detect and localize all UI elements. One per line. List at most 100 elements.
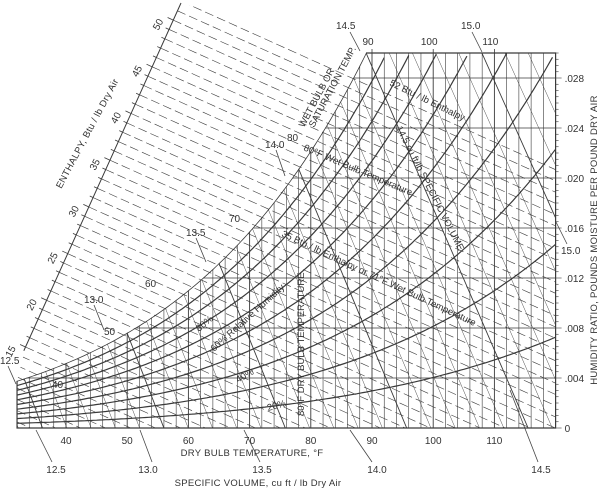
volume-14.0-curve-label: 14.0 [265, 140, 285, 151]
volume-bottom-14.0-leader [349, 429, 373, 463]
enthalpy-line [160, 47, 556, 227]
rh-curve-10 [17, 336, 556, 424]
wet-bulb-80-label: 80°F Wet Bulb Temperature [302, 143, 414, 199]
volume-14.5-top-leader [349, 31, 361, 52]
enthalpy-line [118, 141, 556, 339]
enthalpy-tick [152, 55, 157, 58]
enthalpy-tick [157, 46, 161, 49]
enthalpy-line [134, 103, 556, 294]
enthalpy-tick [72, 233, 77, 236]
enthalpy-line [54, 281, 381, 428]
specific-volume-line [504, 53, 556, 166]
enthalpy-line [147, 75, 556, 260]
enthalpy-line [71, 243, 481, 428]
enthalpy-line [63, 262, 431, 428]
y-tick-label: 0 [565, 424, 571, 435]
sat-temp-40-label: 40 [52, 380, 64, 391]
x-tick-label: 100 [425, 436, 442, 447]
specific-volume-line [388, 53, 553, 428]
enthalpy-tick [144, 74, 148, 77]
rh-curve-90 [17, 57, 385, 387]
sat-temp-50-label: 50 [104, 327, 116, 338]
volume-axis-title: SPECIFIC VOLUME, cu ft / lb Dry Air [175, 478, 342, 489]
enthalpy-line [105, 169, 556, 373]
enthalpy-line [67, 253, 456, 428]
enthalpy-tick [140, 83, 144, 86]
x-axis-title: DRY BULB TEMPERATURE, °F [181, 448, 324, 459]
dry-bulb-80-label: 80°F DRY BULB TEMPERATURE [296, 272, 307, 416]
enthalpy-tick-label: 15 [4, 344, 19, 359]
x-tick-label: 80 [305, 436, 317, 447]
enthalpy-tick [34, 317, 39, 320]
enthalpy-tick [146, 63, 153, 68]
volume-13.5-curve-leader [195, 237, 207, 263]
y-tick-label: .012 [565, 274, 585, 285]
specific-volume-line [481, 53, 556, 219]
volume-12.5-left-label: 12.5 [0, 356, 20, 367]
enthalpy-line [75, 234, 506, 428]
volume-15.0-right-label: 15.0 [561, 246, 581, 257]
enthalpy-tick [47, 289, 51, 292]
x-tick-label: 60 [183, 436, 195, 447]
enthalpy-tick [104, 157, 110, 161]
wet-bulb-scale-label-2: SATURATION TEMP. [307, 45, 359, 130]
enthalpy-tick [55, 270, 60, 273]
enthalpy-line [109, 159, 556, 362]
specific-volume-line [87, 53, 237, 428]
enthalpy-line [172, 19, 556, 193]
enthalpy-line [122, 131, 556, 328]
enthalpy-tick [76, 223, 81, 226]
enthalpy-tick [167, 17, 174, 21]
enthalpy-line [50, 290, 356, 428]
enthalpy-tick [110, 148, 115, 152]
volume-bottom-13.0-leader [139, 429, 153, 463]
enthalpy-tick [161, 36, 165, 40]
enthalpy-tick-label: 40 [109, 110, 124, 125]
enthalpy-line [17, 399, 81, 428]
enthalpy-tick [125, 110, 132, 114]
enthalpy-tick [119, 130, 123, 133]
specific-volume-line [365, 53, 529, 428]
volume-13.0-curve-label: 13.0 [84, 295, 104, 306]
volume-bottom-14.5-leader [509, 389, 539, 463]
enthalpy-tick [51, 279, 56, 282]
rh-curve-50 [17, 53, 508, 406]
enthalpy-tick [19, 344, 26, 348]
enthalpy-tick [81, 214, 85, 217]
enthalpy-tick-label: 35 [88, 157, 103, 172]
specific-volume-line [18, 53, 165, 428]
enthalpy-line [96, 187, 556, 395]
enthalpy-line [80, 225, 531, 428]
enthalpy-axis-title: ENTHALPY, Btu / lb Dry Air [54, 77, 121, 191]
volume-bottom-12.5-leader [35, 429, 53, 463]
volume-bottom-13.5: 13.5 [252, 465, 272, 476]
enthalpy-tick [68, 242, 73, 245]
volume-13.0-curve-leader [93, 304, 105, 331]
enthalpy-tick [39, 307, 43, 310]
enthalpy-tick-label: 30 [67, 204, 82, 219]
volume-13.5-curve-label: 13.5 [186, 228, 206, 239]
enthalpy-line [21, 356, 181, 428]
enthalpy-tick-label: 50 [151, 17, 166, 32]
volume-12.5-left-leader [7, 365, 17, 385]
rh-curves [17, 53, 556, 424]
specific-volume-line [319, 53, 480, 428]
y-tick-label: .016 [565, 224, 585, 235]
rh-curve-60 [17, 55, 468, 401]
volume-bottom-12.5: 12.5 [46, 465, 66, 476]
sat-temp-70-label: 70 [229, 214, 241, 225]
enthalpy-line [181, 3, 556, 170]
y-tick-label: .008 [565, 324, 585, 335]
enthalpy-line [25, 346, 206, 428]
enthalpy-tick [30, 326, 35, 329]
enthalpy-tick [102, 167, 106, 170]
y-tick-label: .004 [565, 374, 585, 385]
x-tick-label: 90 [366, 436, 378, 447]
volume-bottom-13.5-leader [243, 429, 261, 463]
enthalpy-line [17, 387, 106, 428]
enthalpy-tick [123, 120, 127, 124]
top-tick-label: 90 [362, 37, 374, 48]
enthalpy-tick [131, 102, 136, 105]
y-tick-label: .020 [565, 174, 585, 185]
